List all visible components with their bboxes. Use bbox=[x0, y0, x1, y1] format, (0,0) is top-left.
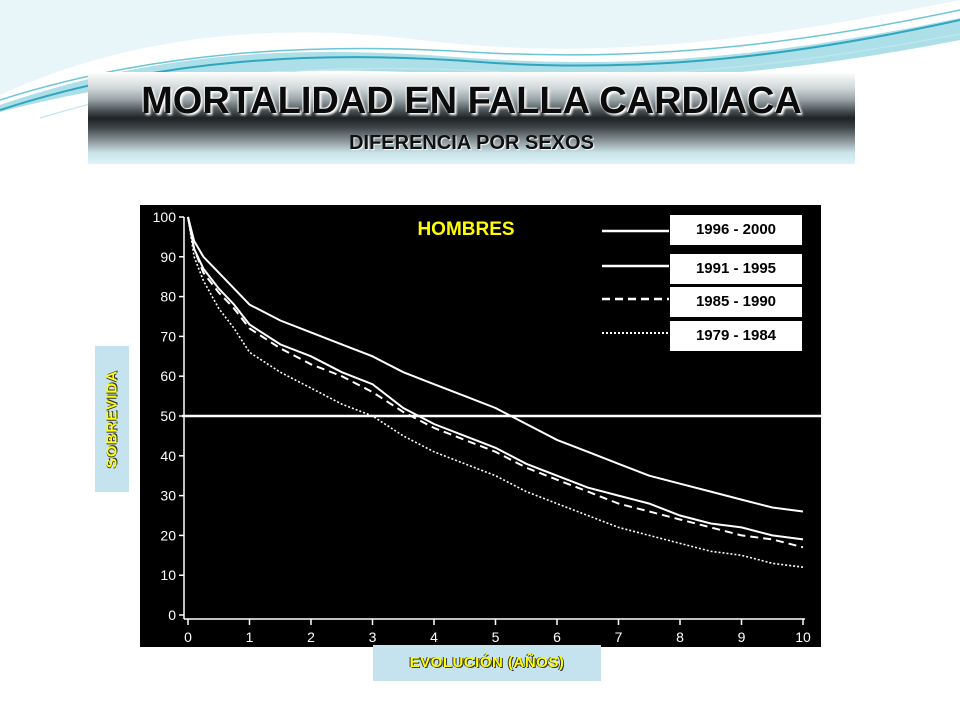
x-tick-label: 2 bbox=[307, 629, 315, 645]
y-axis-label: SOBREVIDA bbox=[103, 369, 121, 469]
y-tick-label: 80 bbox=[160, 289, 176, 305]
legend-label: 1979 - 1984 bbox=[695, 327, 777, 344]
x-tick-label: 3 bbox=[369, 629, 377, 645]
y-tick-label: 0 bbox=[168, 607, 176, 623]
legend-item-1985-1990: 1985 - 1990 bbox=[669, 286, 803, 318]
y-tick-label: 50 bbox=[160, 408, 176, 424]
chart-title: HOMBRES bbox=[417, 219, 514, 240]
chart-canvas: 0 10 20 30 40 50 60 70 80 90 100 0 1 2 3 4 5 6 7 8 9 10 HOMBR… bbox=[153, 209, 821, 645]
legend-label: 1996 - 2000 bbox=[695, 221, 777, 238]
y-tick-label: 70 bbox=[160, 328, 176, 344]
legend-label: 1991 - 1995 bbox=[695, 260, 777, 277]
y-tick-label: 100 bbox=[153, 209, 177, 225]
y-tick-label: 60 bbox=[160, 368, 176, 384]
x-tick-label: 6 bbox=[553, 629, 561, 645]
y-tick-label: 10 bbox=[160, 567, 176, 583]
legend-label: 1985 - 1990 bbox=[695, 293, 777, 310]
legend-item-1991-1995: 1991 - 1995 bbox=[669, 253, 803, 285]
legend-item-1979-1984: 1979 - 1984 bbox=[669, 320, 803, 352]
series-line-1991-1995 bbox=[187, 216, 804, 541]
title-banner: MORTALIDAD EN FALLA CARDIACA DIFERENCIA … bbox=[88, 72, 855, 164]
legend-item-1996-2000: 1996 - 2000 bbox=[669, 214, 803, 246]
slide-subtitle: DIFERENCIA POR SEXOS bbox=[349, 132, 594, 154]
y-tick-label: 30 bbox=[160, 488, 176, 504]
series-line-1985-1990 bbox=[187, 216, 804, 549]
slide-title: MORTALIDAD EN FALLA CARDIACA bbox=[141, 80, 802, 122]
wave-band-mid bbox=[0, 18, 960, 112]
x-axis-label-box: EVOLUCIÓN (AÑOS) bbox=[373, 645, 601, 681]
series-line-1979-1984 bbox=[187, 216, 804, 568]
y-tick-label: 40 bbox=[160, 448, 176, 464]
x-axis-label: EVOLUCIÓN (AÑOS) bbox=[409, 654, 565, 671]
x-tick-label: 9 bbox=[738, 629, 746, 645]
x-tick-label: 5 bbox=[492, 629, 500, 645]
x-tick-label: 8 bbox=[676, 629, 684, 645]
x-tick-label: 7 bbox=[615, 629, 623, 645]
x-tick-label: 1 bbox=[246, 629, 254, 645]
x-tick-label: 10 bbox=[795, 629, 811, 645]
series-line-1996-2000 bbox=[187, 216, 804, 513]
wave-line-2 bbox=[0, 9, 960, 101]
y-axis-label-box: SOBREVIDA bbox=[95, 346, 129, 492]
wave-band-back bbox=[0, 0, 960, 95]
x-tick-label: 4 bbox=[430, 629, 438, 645]
y-tick-label: 20 bbox=[160, 527, 176, 543]
x-tick-label: 0 bbox=[184, 629, 192, 645]
y-tick-label: 90 bbox=[160, 249, 176, 265]
